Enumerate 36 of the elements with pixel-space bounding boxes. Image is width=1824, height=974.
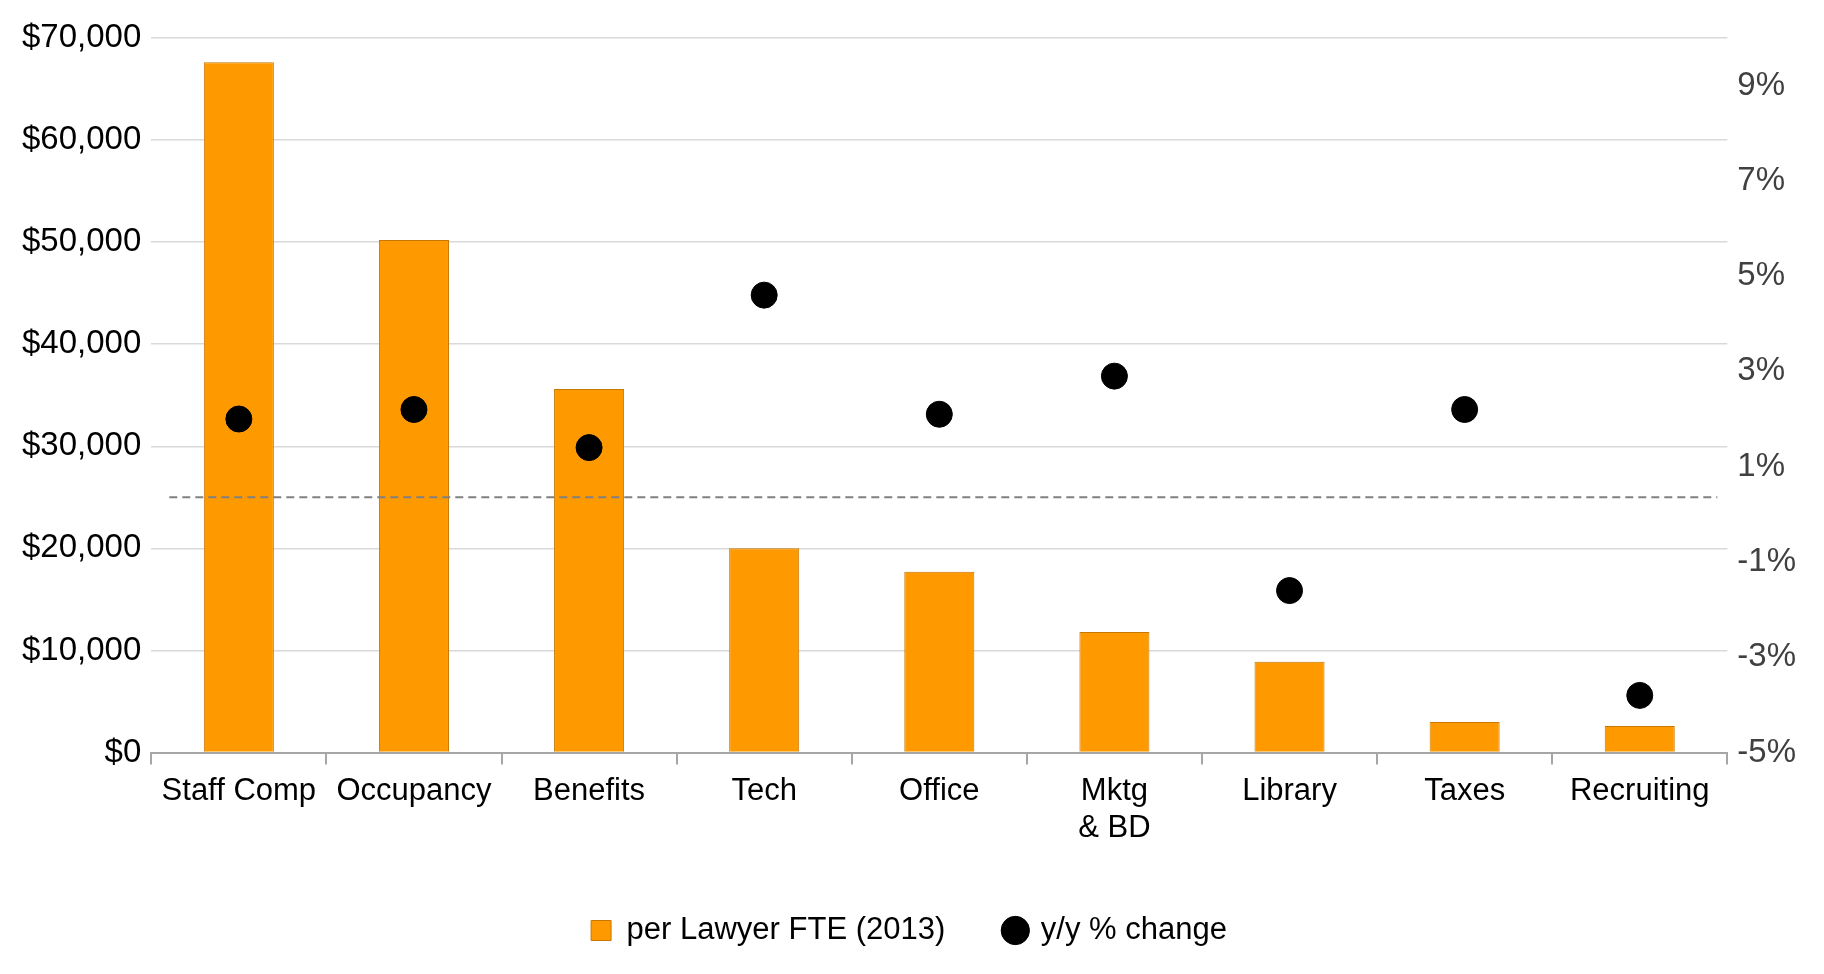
point (925, 400, 953, 428)
y2-tick-label: -5% (1737, 731, 1796, 769)
y2-tick-label: -3% (1737, 636, 1796, 674)
y-tick-label: $30,000 (21, 425, 142, 463)
x-tick-label: Taxes (1424, 771, 1506, 807)
y2-tick-label: 9% (1737, 64, 1786, 102)
y-tick-label: $20,000 (21, 527, 142, 565)
point (575, 434, 603, 462)
legend-label: y/y % change (1040, 911, 1227, 947)
x-tick-label: Library (1242, 771, 1338, 807)
x-tick-label: Tech (731, 771, 797, 807)
y-tick-label: $0 (104, 731, 142, 769)
y2-tick-label: 7% (1737, 159, 1786, 197)
y-tick-label: $70,000 (21, 16, 142, 54)
point (1626, 681, 1654, 709)
point (1100, 362, 1128, 390)
x-tick-label: Occupancy (336, 771, 492, 807)
y2-tick-label: 5% (1737, 255, 1786, 293)
point (1451, 396, 1479, 423)
x-tick-label: Office (899, 771, 980, 807)
point (1276, 577, 1304, 605)
point (400, 396, 428, 423)
y-tick-label: $10,000 (21, 629, 142, 667)
y-tick-label: $60,000 (21, 119, 142, 157)
y-tick-label: $50,000 (21, 221, 142, 259)
x-tick-label: Recruiting (1569, 771, 1710, 807)
x-tick-label: Mktg & BD (1078, 771, 1151, 844)
x-tick-label: Staff Comp (161, 771, 317, 807)
legend-label: per Lawyer FTE (2013) (626, 911, 946, 947)
y2-tick-label: -1% (1737, 541, 1796, 579)
y2-tick-label: 3% (1737, 350, 1786, 388)
y2-tick-label: 1% (1737, 445, 1786, 483)
y-tick-label: $40,000 (21, 323, 142, 361)
x-tick-label: Benefits (533, 771, 646, 807)
point (750, 281, 778, 309)
point (225, 405, 253, 433)
